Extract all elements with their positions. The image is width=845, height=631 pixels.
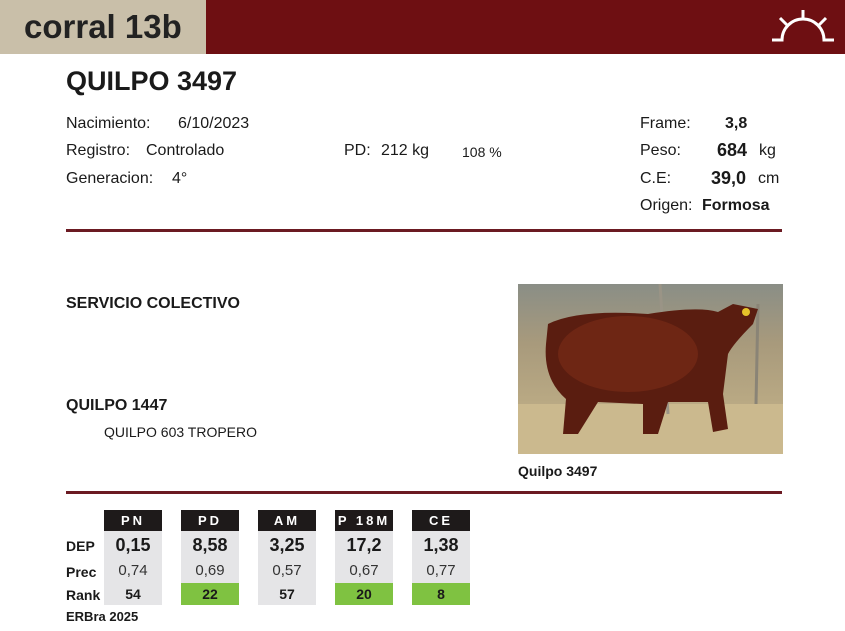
ce-value: 39,0 [711,168,747,188]
grandsire-name: QUILPO 603 TROPERO [104,424,258,440]
pd-label: PD: [344,142,371,159]
row-label-prec: Prec [66,564,97,580]
rank-value: 20 [335,583,393,605]
origen-label: Origen: [640,197,693,214]
generacion-value: 4° [172,170,188,187]
rising-sun-icon [772,10,834,42]
dep-value: 3,25 [258,531,316,559]
corral-label: corral 13b [0,0,206,54]
nacimiento-label: Nacimiento: [66,115,151,132]
rank-value: 57 [258,583,316,605]
prec-value: 0,74 [104,559,162,583]
dep-value: 17,2 [335,531,393,559]
registro-label: Registro: [66,142,131,159]
generacion-label: Generacion: [66,170,154,187]
column-header: CE [412,510,470,531]
rank-value: 8 [412,583,470,605]
sire-name: QUILPO 1447 [66,397,168,414]
ce-label: C.E: [640,170,672,187]
registro-value: Controlado [146,142,225,159]
service-type: SERVICIO COLECTIVO [66,295,240,312]
divider [66,491,782,494]
rank-value: 22 [181,583,239,605]
prec-value: 0,67 [335,559,393,583]
peso-value: 684 [717,140,748,160]
table-footer: ERBra 2025 [66,609,139,624]
column-header: P 18M [335,510,393,531]
column-header: PN [104,510,162,531]
frame-value: 3,8 [725,115,748,132]
dep-value: 1,38 [412,531,470,559]
ce-unit: cm [758,170,780,187]
pd-percent: 108 % [462,144,502,160]
dep-value: 8,58 [181,531,239,559]
prec-value: 0,57 [258,559,316,583]
column-header: PD [181,510,239,531]
photo-caption: Quilpo 3497 [518,463,598,479]
row-label-dep: DEP [66,538,95,554]
prec-value: 0,69 [181,559,239,583]
row-label-rank: Rank [66,587,101,603]
column-header: AM [258,510,316,531]
nacimiento-value: 6/10/2023 [178,115,250,132]
divider [66,229,782,232]
dep-value: 0,15 [104,531,162,559]
pd-value: 212 kg [381,142,430,159]
peso-unit: kg [759,142,776,159]
peso-label: Peso: [640,142,681,159]
rank-value: 54 [104,583,162,605]
origen-value: Formosa [702,197,770,214]
bull-photo [518,284,783,454]
prec-value: 0,77 [412,559,470,583]
frame-label: Frame: [640,115,691,132]
animal-name: QUILPO 3497 [66,66,238,96]
